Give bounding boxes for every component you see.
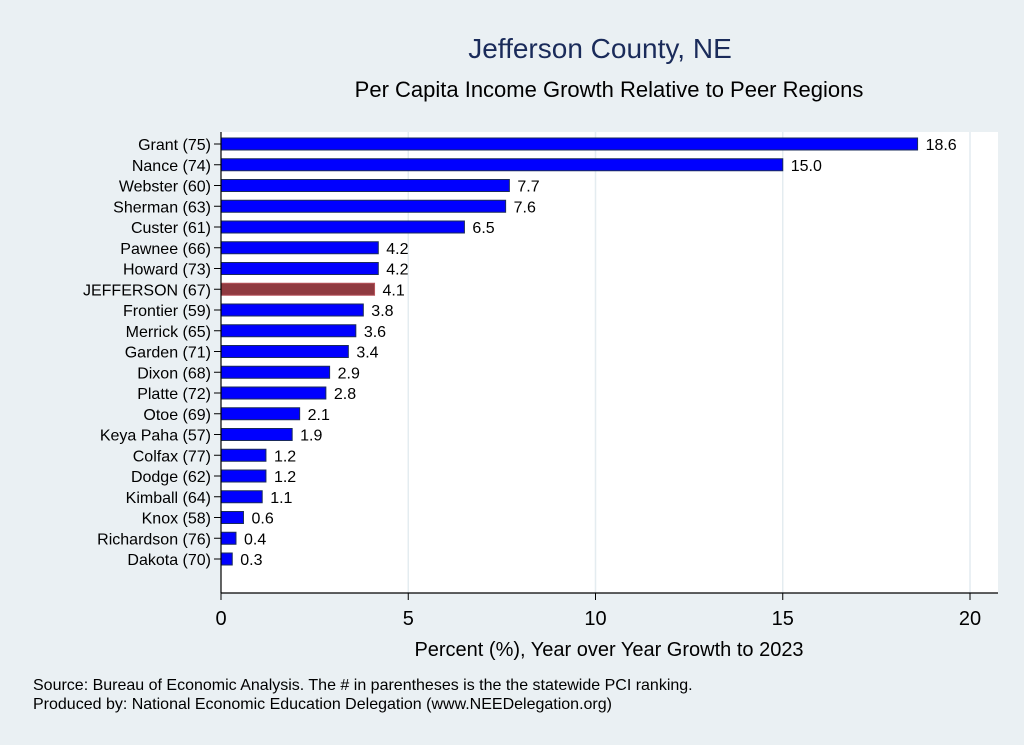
data-label: 0.4 <box>244 531 266 548</box>
bar <box>220 407 301 421</box>
chart-title: Jefferson County, NE <box>468 33 732 64</box>
data-label: 1.1 <box>270 490 292 507</box>
data-label: 4.2 <box>386 241 408 258</box>
bar <box>220 179 510 192</box>
bar <box>220 428 293 441</box>
bar <box>220 158 784 172</box>
category-label: Howard (73) <box>123 262 211 279</box>
category-label: Dakota (70) <box>127 552 211 569</box>
chart-subtitle: Per Capita Income Growth Relative to Pee… <box>355 77 864 102</box>
category-label: Frontier (59) <box>123 303 211 320</box>
category-label: Colfax (77) <box>133 448 211 465</box>
category-label: Grant (75) <box>138 137 211 154</box>
category-label: Dixon (68) <box>137 365 211 382</box>
category-label: Kimball (64) <box>126 490 211 507</box>
category-label: Knox (58) <box>142 511 211 528</box>
data-label: 3.4 <box>356 345 378 362</box>
x-tick-label: 10 <box>584 608 606 630</box>
bar <box>220 531 237 545</box>
x-axis-label: Percent (%), Year over Year Growth to 20… <box>414 639 803 661</box>
data-label: 2.9 <box>338 365 360 382</box>
x-tick-label: 20 <box>959 608 981 630</box>
data-label: 4.2 <box>386 262 408 279</box>
category-label: Webster (60) <box>119 179 211 196</box>
data-label: 2.1 <box>308 407 330 424</box>
data-label: 4.1 <box>383 282 405 299</box>
data-label: 3.6 <box>364 324 386 341</box>
bar <box>220 552 233 566</box>
x-tick-label: 15 <box>772 608 794 630</box>
data-label: 3.8 <box>371 303 393 320</box>
bar <box>220 345 349 358</box>
bar <box>220 365 331 379</box>
category-label: Otoe (69) <box>143 407 211 424</box>
category-label: Platte (72) <box>137 386 211 403</box>
bar <box>220 303 364 317</box>
bar <box>220 511 244 524</box>
bar <box>220 490 263 504</box>
bar <box>220 220 465 234</box>
data-label: 1.2 <box>274 448 296 465</box>
bar <box>220 241 379 255</box>
data-label: 18.6 <box>926 137 957 154</box>
x-tick-label: 5 <box>403 608 414 630</box>
category-label: Pawnee (66) <box>120 241 211 258</box>
bar-highlight <box>220 282 376 296</box>
data-label: 7.7 <box>517 179 539 196</box>
x-tick-label: 0 <box>215 608 226 630</box>
category-label: Richardson (76) <box>97 531 211 548</box>
bar <box>220 262 379 275</box>
category-label: Nance (74) <box>132 158 211 175</box>
source-note: Source: Bureau of Economic Analysis. The… <box>33 677 693 694</box>
data-label: 7.6 <box>514 199 536 216</box>
data-label: 0.6 <box>251 511 273 528</box>
data-label: 1.2 <box>274 469 296 486</box>
bar <box>220 324 357 338</box>
category-label: Sherman (63) <box>113 199 211 216</box>
bar <box>220 386 327 400</box>
bar <box>220 199 507 213</box>
producer-note: Produced by: National Economic Education… <box>33 696 612 713</box>
data-label: 1.9 <box>300 428 322 445</box>
bar <box>220 448 267 462</box>
category-label: JEFFERSON (67) <box>83 282 211 299</box>
category-label: Garden (71) <box>125 345 211 362</box>
category-label: Keya Paha (57) <box>100 428 211 445</box>
bar <box>220 469 267 483</box>
category-label: Merrick (65) <box>126 324 211 341</box>
category-label: Dodge (62) <box>131 469 211 486</box>
category-label: Custer (61) <box>131 220 211 237</box>
data-label: 2.8 <box>334 386 356 403</box>
data-label: 15.0 <box>791 158 822 175</box>
bar <box>220 137 919 151</box>
data-label: 6.5 <box>472 220 494 237</box>
data-label: 0.3 <box>240 552 262 569</box>
